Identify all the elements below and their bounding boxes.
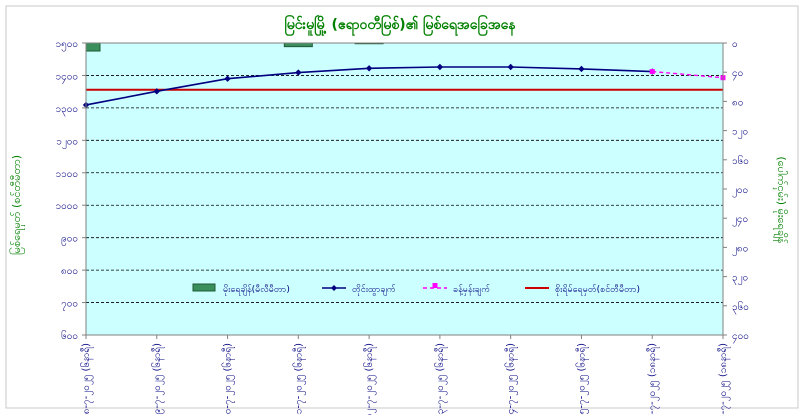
y-right-tick-label: ၄၀၀: [732, 331, 749, 344]
y-right-tick-label: ၄၀: [732, 68, 743, 81]
y-right-tick-label: ၈၀: [732, 97, 743, 108]
x-tick-label: ၁၄-၇-၂၀၂၅ (၆နာရီ): [504, 343, 519, 415]
y-right-tick-label: ၂၀၀: [732, 185, 748, 198]
x-tick-label: ၁၃-၇-၂၀၂၅ (၆နာရီ): [433, 343, 448, 415]
y-right-tick-label: ၀: [732, 39, 738, 50]
observed-point: [507, 63, 514, 71]
y-left-tick-label: ၁၃၀၀: [56, 104, 79, 117]
rainfall-bar: [85, 42, 101, 52]
legend-label: စိုးရိမ်ရေမှတ်(စင်တီမီတာ): [555, 284, 640, 296]
observed-point: [436, 63, 444, 71]
legend-label: ခန့်မှန်းချက်: [453, 284, 491, 296]
x-tick-label: ၁၀-၇-၂၀၂၅ (၆နာရီ): [221, 343, 236, 415]
y-left-tick-label: ၁၀၀၀: [56, 201, 79, 212]
y-left-tick-label: ၈၀၀: [61, 266, 78, 277]
y-right-tick-label: ၂၄၀: [732, 214, 748, 227]
observed-point: [224, 75, 231, 82]
forecast-line: [652, 70, 724, 79]
rainfall-bar: [283, 42, 313, 48]
observed-point: [295, 69, 302, 76]
legend-label: မိုးရေချိန်(မီလီမီတာ): [223, 284, 290, 296]
y-left-tick-label: ၁၁၀၀: [56, 169, 79, 180]
legend-swatch-rainfall: [192, 283, 216, 292]
x-tick-label: ၁၆-၇-၂၀၂၅ (၁၈နာရီ): [645, 343, 660, 415]
x-tick-label: ၁၇-၇-၂၀၂၅ (၁၈နာရီ): [716, 343, 731, 415]
y-left-tick-label: ၇၀၀: [61, 299, 78, 312]
x-tick-label: ၈-၇-၂၀၂၅ (၆နာရီ): [79, 343, 94, 414]
y-axis-left-title: မြစ်ရေမှတ် (စင်တီမီတာ): [9, 155, 25, 255]
legend-marker-forecast: [432, 283, 438, 288]
forecast-point: [649, 69, 655, 75]
y-right-tick-label: ၃၆၀: [732, 300, 749, 315]
legend-label: တိုင်းထွာချက်: [352, 284, 396, 296]
y-left-tick-label: ၆၀၀: [61, 329, 78, 342]
plot-area: [86, 43, 723, 335]
y-left-tick-label: ၁၂၀၀: [56, 136, 78, 149]
legend-marker-observed: [331, 285, 337, 291]
y-left-tick-label: ၁၄၀၀: [56, 71, 79, 84]
observed-point: [153, 88, 160, 95]
x-tick-label: ၁၅-၇-၂၀၂၅ (၆နာရီ): [574, 343, 589, 415]
y-axis-right-title: (ပေါက်ငှမ်း) မိုးရေချိန်: [773, 156, 788, 243]
x-tick-label: ၁၂-၇-၂၀၂၅ (၆နာရီ): [362, 343, 377, 415]
y-right-tick-label: ၃၂၀: [732, 273, 748, 286]
y-right-tick-label: ၁၂၀: [732, 127, 748, 140]
y-left-tick-label: ၉၀၀: [61, 234, 78, 247]
y-left-tick-label: ၁၅၀၀: [56, 39, 79, 52]
observed-point: [365, 65, 373, 72]
y-right-tick-label: ၂၈၀: [732, 243, 748, 256]
x-tick-label: ၉-၇-၂၀၂၅ (၆နာရီ): [150, 343, 165, 414]
y-right-tick-label: ၁၆၀: [732, 154, 749, 167]
observed-point: [578, 65, 585, 73]
chart-title: မြင်းမူမြို့ (ဧရာဝတီမြစ်)၏ မြစ်ရေအခြေအနေ: [284, 15, 516, 36]
x-tick-label: ၁၁-၇-၂၀၂၅ (၆နာရီ): [291, 343, 306, 415]
